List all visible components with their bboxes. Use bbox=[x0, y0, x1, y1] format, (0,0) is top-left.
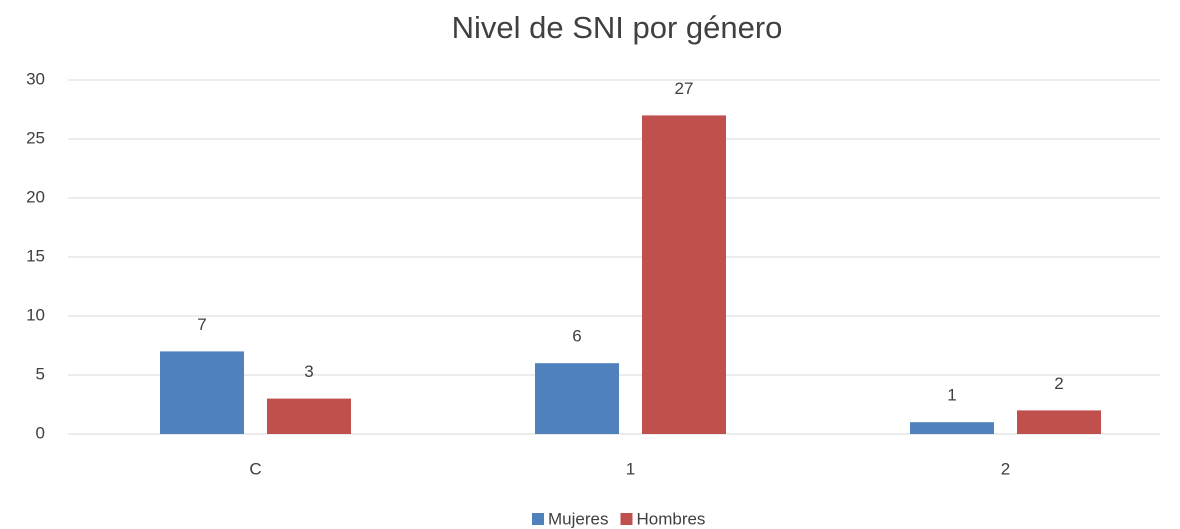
data-label: 3 bbox=[304, 362, 313, 381]
legend-swatch bbox=[620, 513, 633, 525]
data-label: 7 bbox=[197, 315, 206, 334]
data-label: 2 bbox=[1054, 374, 1063, 393]
legend-label: Mujeres bbox=[548, 509, 608, 528]
bar bbox=[267, 398, 351, 434]
y-tick-label: 0 bbox=[36, 423, 45, 442]
x-tick-label: C bbox=[249, 459, 261, 478]
chart-title: Nivel de SNI por género bbox=[452, 10, 783, 45]
legend-label: Hombres bbox=[636, 509, 705, 528]
y-tick-label: 20 bbox=[26, 187, 45, 206]
x-tick-label: 1 bbox=[626, 459, 635, 478]
bar bbox=[642, 115, 726, 435]
bar bbox=[160, 351, 244, 434]
y-tick-label: 30 bbox=[26, 69, 45, 88]
y-tick-label: 10 bbox=[26, 305, 45, 324]
bar bbox=[535, 363, 619, 434]
data-label: 6 bbox=[572, 327, 581, 346]
bar bbox=[1017, 410, 1101, 434]
y-tick-label: 5 bbox=[36, 364, 45, 383]
x-tick-label: 2 bbox=[1001, 459, 1010, 478]
bar bbox=[910, 422, 994, 434]
data-label: 27 bbox=[675, 79, 694, 98]
data-label: 1 bbox=[947, 386, 956, 405]
y-tick-label: 25 bbox=[26, 128, 45, 147]
y-tick-label: 15 bbox=[26, 246, 45, 265]
legend-swatch bbox=[532, 513, 544, 525]
